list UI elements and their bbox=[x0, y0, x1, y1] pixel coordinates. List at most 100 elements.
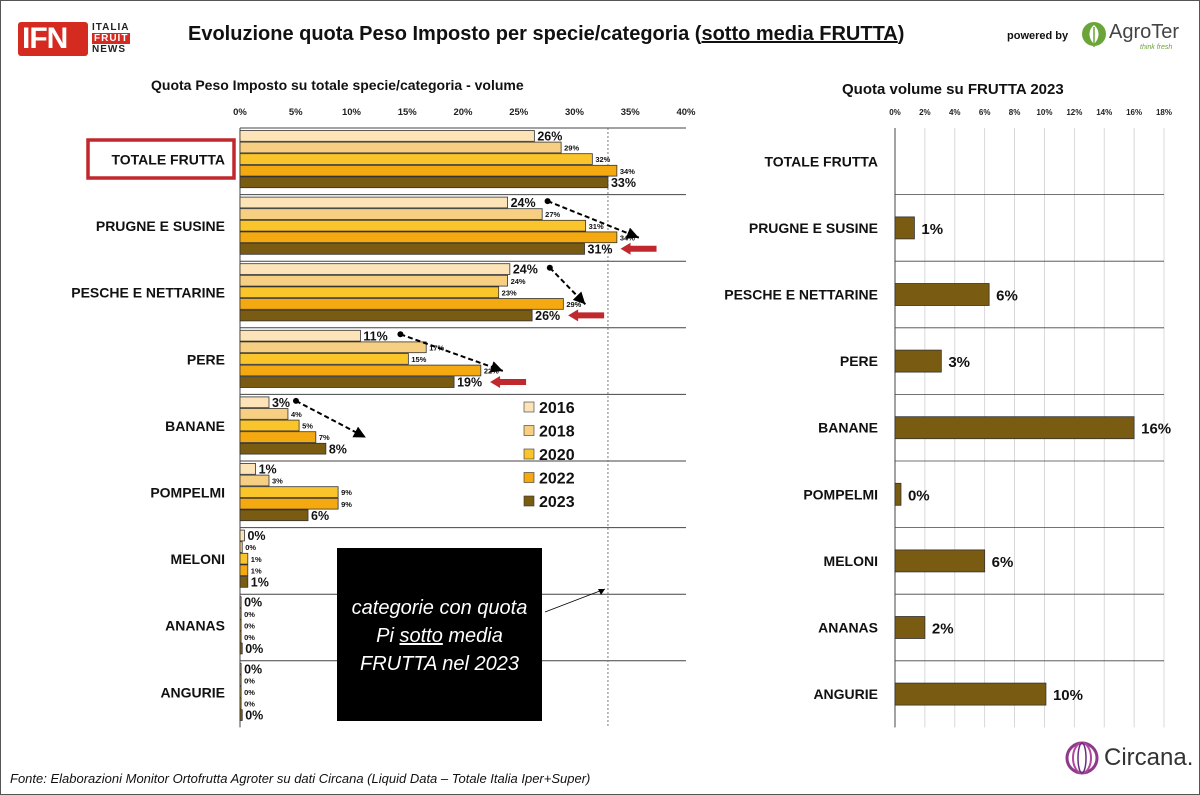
bar-prugne-e-susine-2016 bbox=[239, 196, 509, 209]
right-category-label-pere: PERE bbox=[840, 353, 878, 369]
left-tick-label: 0% bbox=[233, 107, 247, 118]
right-data-label-pompelmi: 0% bbox=[908, 487, 930, 504]
trend-arrow-prugne-e-susine bbox=[547, 200, 640, 239]
data-label-pesche-e-nettarine-2018: 24% bbox=[511, 277, 526, 286]
bar-prugne-e-susine-2018 bbox=[239, 208, 543, 220]
category-label-pesche-e-nettarine: PESCHE E NETTARINE bbox=[71, 285, 225, 301]
data-label-angurie-2018: 0% bbox=[244, 676, 255, 685]
data-label-pesche-e-nettarine-2016: 24% bbox=[513, 263, 538, 277]
trend-arrow-pesche-e-nettarine bbox=[549, 267, 587, 305]
note-line2-underlined: sotto bbox=[399, 625, 443, 647]
logo-sub-line1: ITALIA bbox=[92, 22, 130, 33]
right-tick-label: 16% bbox=[1126, 108, 1142, 117]
left-tick-label: 30% bbox=[565, 107, 585, 118]
data-label-pompelmi-2023: 6% bbox=[311, 509, 329, 523]
data-label-ananas-2018: 0% bbox=[244, 610, 255, 619]
red-arrow-prugne-e-susine bbox=[620, 242, 657, 255]
logo-sub-line2: FRUIT bbox=[92, 33, 131, 44]
right-bar-prugne-e-susine bbox=[894, 216, 915, 240]
left-tick-label: 25% bbox=[509, 107, 529, 118]
bar-pesche-e-nettarine-2023 bbox=[239, 309, 533, 322]
right-data-label-meloni: 6% bbox=[992, 554, 1014, 571]
right-tick-label: 0% bbox=[889, 108, 901, 117]
note-line1: categorie con quota bbox=[351, 597, 528, 619]
legend-swatch-2018 bbox=[523, 425, 535, 436]
right-tick-label: 8% bbox=[1009, 108, 1021, 117]
right-category-label-ananas: ANANAS bbox=[818, 620, 878, 636]
right-category-label-banane: BANANE bbox=[818, 420, 878, 436]
bar-ananas-2020 bbox=[239, 619, 242, 632]
data-label-banane-2023: 8% bbox=[329, 442, 347, 456]
data-label-totale-frutta-2023: 33% bbox=[611, 176, 636, 190]
page-title: Evoluzione quota Peso Imposto per specie… bbox=[188, 21, 904, 47]
right-tick-label: 14% bbox=[1096, 108, 1112, 117]
bar-angurie-2018 bbox=[239, 674, 242, 687]
bar-angurie-2022 bbox=[239, 697, 242, 710]
source-note: Fonte: Elaborazioni Monitor Ortofrutta A… bbox=[10, 771, 591, 786]
data-label-prugne-e-susine-2016: 24% bbox=[511, 196, 536, 210]
bar-banane-2016 bbox=[239, 396, 270, 409]
right-category-label-pesche-e-nettarine: PESCHE E NETTARINE bbox=[724, 287, 878, 303]
legend-label-2020: 2020 bbox=[539, 447, 575, 464]
legend-swatch-2022 bbox=[523, 472, 535, 483]
legend-swatch-2016 bbox=[523, 401, 535, 413]
bar-totale-frutta-2022 bbox=[239, 164, 618, 177]
category-label-ananas: ANANAS bbox=[165, 618, 225, 634]
data-label-pere-2023: 19% bbox=[457, 376, 482, 390]
bar-totale-frutta-2020 bbox=[239, 153, 593, 165]
data-label-totale-frutta-2016: 26% bbox=[537, 130, 562, 144]
data-label-angurie-2020: 0% bbox=[244, 688, 255, 697]
agroter-logo: AgroTer think fresh bbox=[1080, 19, 1188, 53]
legend-label-2018: 2018 bbox=[539, 424, 575, 441]
bar-pesche-e-nettarine-2020 bbox=[239, 286, 500, 299]
data-label-totale-frutta-2018: 29% bbox=[564, 144, 579, 153]
right-bar-pesche-e-nettarine bbox=[894, 283, 990, 306]
bar-ananas-2016 bbox=[239, 596, 242, 608]
data-label-ananas-2016: 0% bbox=[244, 596, 262, 610]
bar-pesche-e-nettarine-2016 bbox=[239, 263, 511, 275]
data-label-pesche-e-nettarine-2023: 26% bbox=[535, 309, 560, 323]
bar-prugne-e-susine-2022 bbox=[239, 231, 618, 244]
right-chart-title: Quota volume su FRUTTA 2023 bbox=[842, 81, 1064, 98]
title-suffix: ) bbox=[897, 23, 905, 45]
left-tick-label: 20% bbox=[453, 107, 473, 118]
red-arrow-pesche-e-nettarine bbox=[568, 309, 605, 322]
data-label-angurie-2016: 0% bbox=[244, 662, 262, 676]
category-label-pere: PERE bbox=[187, 351, 225, 367]
title-prefix: Evoluzione quota Peso Imposto per specie… bbox=[188, 23, 702, 45]
category-label-banane: BANANE bbox=[165, 418, 225, 434]
left-tick-label: 10% bbox=[342, 107, 362, 118]
data-label-meloni-2022: 1% bbox=[251, 566, 262, 575]
bar-ananas-2023 bbox=[239, 642, 243, 655]
category-label-prugne-e-susine: PRUGNE E SUSINE bbox=[96, 218, 225, 234]
data-label-totale-frutta-2022: 34% bbox=[620, 167, 635, 176]
bar-pompelmi-2016 bbox=[239, 463, 257, 475]
bar-pere-2022 bbox=[239, 364, 482, 377]
data-label-pere-2018: 17% bbox=[429, 343, 444, 352]
ifn-logo-sub: ITALIA FRUIT NEWS bbox=[92, 22, 131, 55]
category-label-pompelmi: POMPELMI bbox=[150, 485, 225, 501]
right-category-label-meloni: MELONI bbox=[824, 553, 878, 569]
right-tick-label: 12% bbox=[1066, 108, 1082, 117]
data-label-pompelmi-2022: 9% bbox=[341, 500, 352, 509]
circana-icon bbox=[1065, 741, 1099, 775]
bar-pompelmi-2022 bbox=[239, 497, 339, 510]
data-label-pompelmi-2018: 3% bbox=[272, 477, 283, 486]
bar-banane-2023 bbox=[239, 442, 327, 455]
bar-totale-frutta-2018 bbox=[239, 141, 562, 154]
right-tick-label: 10% bbox=[1036, 108, 1052, 117]
bar-meloni-2018 bbox=[239, 541, 243, 553]
bar-pere-2018 bbox=[239, 341, 427, 354]
right-data-label-banane: 16% bbox=[1141, 421, 1171, 438]
bar-meloni-2020 bbox=[239, 552, 249, 565]
data-label-pesche-e-nettarine-2022: 29% bbox=[566, 300, 581, 309]
right-bar-chart: Quota volume su FRUTTA 2023 0% 2% 4% 6% 8% 10%… bbox=[724, 81, 1172, 728]
bar-pesche-e-nettarine-2018 bbox=[239, 274, 509, 287]
right-tick-label: 6% bbox=[979, 108, 991, 117]
right-bar-pompelmi bbox=[894, 482, 902, 506]
logo-sub-line3: NEWS bbox=[92, 44, 126, 55]
left-tick-label: 5% bbox=[289, 107, 303, 118]
right-bar-angurie bbox=[894, 682, 1047, 706]
bar-totale-frutta-2016 bbox=[239, 130, 535, 142]
